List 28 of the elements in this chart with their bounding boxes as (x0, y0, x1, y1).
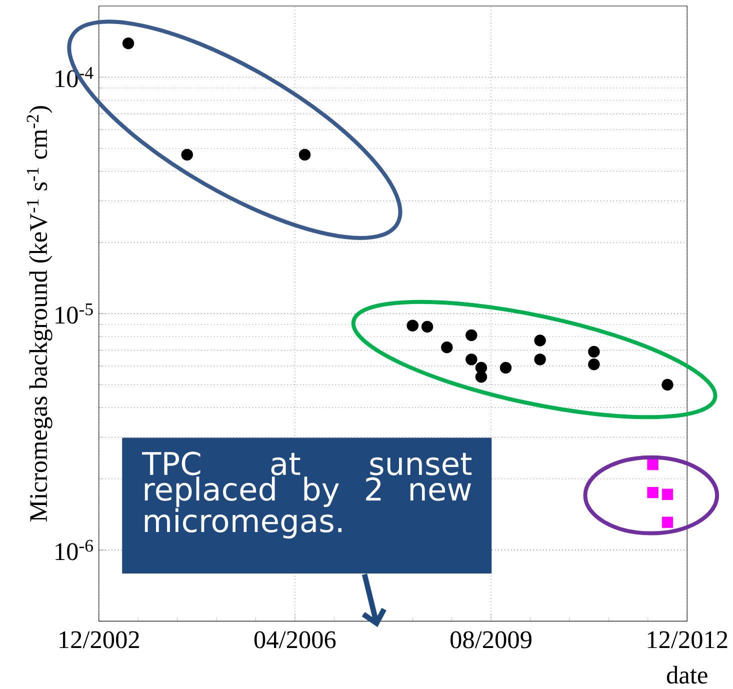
point (534, 354, 546, 366)
point (181, 148, 193, 161)
x-tick-label: 04/2006 (254, 631, 336, 648)
point (662, 488, 674, 500)
point (662, 378, 674, 391)
x-tick-label: 12/2002 (60, 631, 139, 648)
point (588, 358, 600, 370)
point (500, 362, 512, 374)
x-axis-title: date (666, 666, 708, 684)
point (647, 458, 658, 470)
y-tick-label: 10$^{-6}$ (56, 540, 93, 560)
point (441, 341, 453, 354)
y-tick-label: 10$^{-5}$ (56, 303, 93, 324)
point (421, 320, 434, 333)
x-tick-label: 08/2009 (450, 631, 532, 648)
point (122, 37, 134, 50)
y-axis-title: Micromegas background (keV$^{-1}$ s$^{-1}$ cm$^{-2}$) (26, 106, 52, 522)
point (662, 516, 674, 528)
point (298, 148, 311, 161)
point (588, 346, 600, 358)
point (406, 320, 418, 332)
point (534, 334, 546, 346)
annotation: TPC at sunset replaced by 2 new micromegas. (142, 452, 472, 539)
point (466, 329, 478, 342)
point (475, 362, 488, 374)
x-tick-label: 12/2012 (648, 631, 728, 648)
point (466, 354, 478, 366)
point (647, 486, 658, 498)
